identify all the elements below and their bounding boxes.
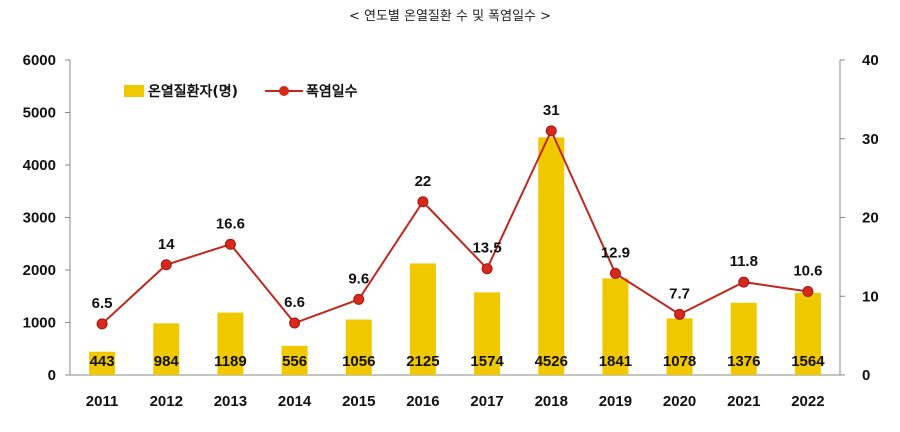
line-point (417, 196, 429, 208)
bar-value-label: 556 (282, 353, 307, 370)
line-value-label: 13.5 (472, 240, 501, 257)
x-tick-label: 2022 (791, 393, 824, 410)
bar (602, 278, 629, 375)
bar (730, 302, 757, 375)
x-tick-label: 2021 (727, 393, 760, 410)
y-right-tick-label: 20 (862, 210, 879, 227)
bar (474, 292, 501, 375)
bar-value-label: 1564 (791, 353, 825, 370)
line-point (609, 267, 621, 279)
y-left-tick-label: 0 (48, 367, 56, 384)
bar (345, 319, 372, 375)
bar (153, 323, 180, 375)
line-value-label: 16.6 (216, 215, 245, 232)
y-right-tick-label: 30 (862, 131, 879, 148)
bar (409, 263, 436, 375)
y-right-tick-label: 0 (862, 367, 870, 384)
line-value-label: 14 (158, 236, 175, 253)
line-point (289, 317, 301, 329)
axes: 0 1000 2000 3000 4000 5000 6000 0 10 20 30 40 2011 20… (23, 52, 879, 410)
line-point (481, 263, 493, 275)
line-point (545, 125, 557, 137)
x-tick-label: 2011 (86, 393, 119, 410)
line-point (160, 259, 172, 271)
line-path (101, 128, 809, 325)
line-value-label: 11.8 (730, 253, 758, 270)
x-tick-label: 2014 (278, 393, 312, 410)
legend: 온열질환자(명) 폭염일수 (124, 83, 358, 100)
bar-value-label: 2125 (406, 353, 439, 370)
bar (89, 351, 116, 375)
line-value-label: 9.6 (348, 270, 369, 287)
x-tick-label: 2016 (406, 393, 439, 410)
y-right-tick-label: 10 (862, 288, 879, 305)
y-left-tick-label: 3000 (23, 210, 56, 227)
legend-swatch-point (279, 86, 289, 96)
y-left-tick-label: 5000 (23, 105, 56, 122)
line-value-label: 6.6 (284, 294, 305, 311)
bar (281, 345, 308, 375)
line-value-label: 10.6 (793, 263, 822, 280)
bar-value-label: 1056 (342, 353, 375, 370)
bar-value-label: 1376 (727, 353, 760, 370)
bar (794, 292, 821, 375)
bar-value-label: 1078 (663, 353, 696, 370)
x-tick-label: 2015 (342, 393, 375, 410)
x-tick-label: 2012 (150, 393, 183, 410)
line-point (802, 286, 814, 298)
y-left-tick-label: 1000 (23, 315, 56, 332)
line-value-label: 31 (543, 102, 560, 119)
y-left-tick-label: 6000 (23, 52, 56, 69)
line-series (96, 125, 814, 330)
bar-value-label: 1189 (214, 353, 247, 370)
bar-value-label: 1841 (599, 353, 632, 370)
line-point (738, 276, 750, 288)
line-point (224, 238, 236, 250)
bar-value-label: 1574 (470, 353, 504, 370)
line-point (353, 293, 365, 305)
legend-swatch-bar (124, 85, 144, 97)
bar-value-label: 984 (154, 353, 180, 370)
x-tick-label: 2019 (599, 393, 632, 410)
y-right-tick-label: 40 (862, 52, 879, 69)
line-point (96, 318, 108, 330)
line-value-label: 6.5 (92, 295, 113, 312)
bar (538, 137, 565, 375)
line-value-label: 22 (415, 173, 432, 190)
bar-value-label: 4526 (535, 353, 568, 370)
x-tick-label: 2017 (470, 393, 503, 410)
line-value-label: 7.7 (669, 285, 690, 302)
line-point (674, 308, 686, 320)
y-left-tick-label: 4000 (23, 157, 56, 174)
bar-series (89, 137, 821, 375)
line-value-label: 12.9 (601, 244, 630, 261)
x-tick-label: 2020 (663, 393, 696, 410)
legend-label-bar: 온열질환자(명) (148, 83, 238, 100)
x-tick-label: 2018 (535, 393, 568, 410)
bar (217, 312, 244, 375)
data-labels: 443 984 1189 556 1056 2125 1574 4526 1841 1078 137… (90, 102, 826, 370)
y-left-tick-label: 2000 (23, 262, 56, 279)
legend-label-line: 폭염일수 (306, 84, 358, 100)
bar-value-label: 443 (90, 353, 115, 370)
x-tick-label: 2013 (214, 393, 247, 410)
chart-title: < 연도별 온열질환 수 및 폭염일수 > (349, 9, 551, 24)
bar (666, 318, 693, 375)
